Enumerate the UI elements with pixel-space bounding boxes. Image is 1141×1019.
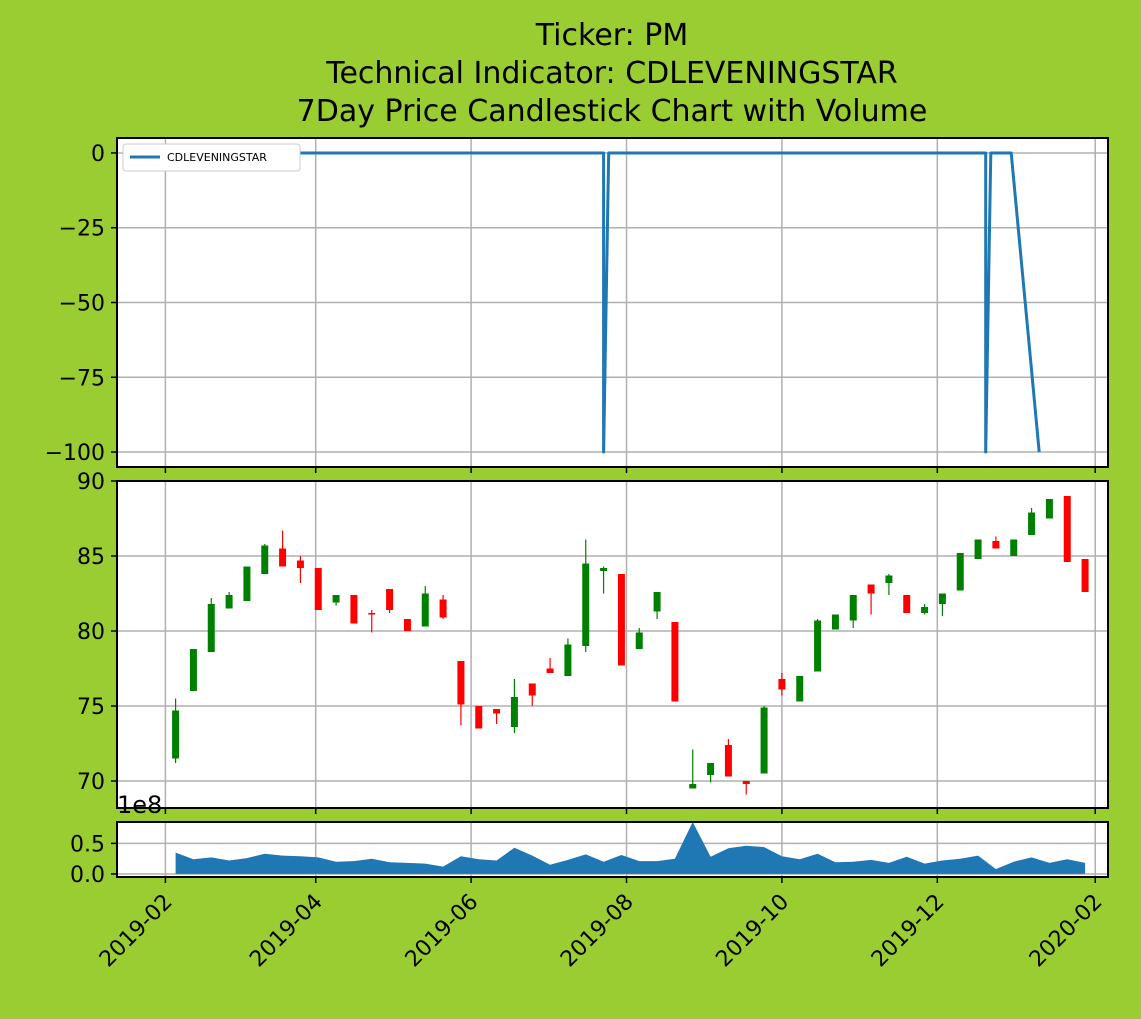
price-y-ticks: 70 75 80 85 90 — [77, 470, 117, 795]
indicator-panel: 0 −25 −50 −75 −100 CDLEVENINGSTAR — [45, 138, 1108, 467]
candle-body — [261, 546, 268, 575]
candle-body — [903, 595, 910, 613]
chart-title-line-1: Ticker: PM — [535, 18, 688, 53]
candle-body — [618, 574, 625, 666]
candle-body — [386, 589, 393, 610]
y-tick-label: 90 — [77, 470, 105, 495]
candle-body — [707, 763, 714, 775]
legend-label: CDLEVENINGSTAR — [167, 151, 267, 164]
y-tick-label: −25 — [59, 217, 105, 242]
indicator-y-ticks: 0 −25 −50 −75 −100 — [45, 142, 117, 466]
candle-body — [350, 595, 357, 624]
candle-body — [921, 607, 928, 613]
candle-body — [333, 595, 340, 603]
candle-body — [796, 676, 803, 702]
candle-body — [868, 585, 875, 594]
volume-offset-label: 1e8 — [117, 791, 162, 819]
x-tick-label: 2019-04 — [245, 890, 328, 973]
candle-body — [172, 711, 179, 759]
candle-body — [547, 669, 554, 674]
candle-body — [208, 604, 215, 652]
chart-title-line-3: 7Day Price Candlestick Chart with Volume — [297, 94, 928, 129]
volume-y-ticks: 0.00.5 — [70, 832, 117, 888]
y-tick-label: 0 — [91, 142, 105, 167]
candle-body — [243, 567, 250, 602]
candle-body — [440, 600, 447, 618]
y-tick-label: 0.5 — [70, 832, 105, 857]
candle-body — [1046, 499, 1053, 519]
candle-body — [564, 645, 571, 677]
x-tick-label: 2019-02 — [95, 890, 178, 973]
y-tick-label: 80 — [77, 620, 105, 645]
candle-body — [1010, 540, 1017, 557]
candle-body — [190, 649, 197, 691]
candle-body — [475, 706, 482, 729]
price-panel: 70 75 80 85 90 — [77, 470, 1108, 808]
candle-body — [226, 595, 233, 609]
y-tick-label: 75 — [77, 695, 105, 720]
candle-body — [1082, 559, 1089, 592]
candle-body — [671, 622, 678, 702]
y-tick-label: 0.0 — [70, 863, 105, 888]
candle-body — [297, 561, 304, 569]
y-tick-label: 85 — [77, 545, 105, 570]
candle-body — [315, 568, 322, 610]
candle-body — [850, 595, 857, 621]
candle-body — [654, 592, 661, 612]
chart-title-line-2: Technical Indicator: CDLEVENINGSTAR — [325, 56, 898, 91]
candle-body — [529, 684, 536, 696]
y-tick-label: −75 — [59, 366, 105, 391]
candle-body — [582, 564, 589, 647]
candle-body — [1064, 496, 1071, 562]
candle-body — [761, 708, 768, 774]
candle-body — [725, 745, 732, 777]
indicator-legend: CDLEVENINGSTAR — [123, 144, 300, 171]
candle-body — [832, 615, 839, 630]
y-tick-label: 70 — [77, 770, 105, 795]
candle-body — [1028, 513, 1035, 536]
candle-body — [992, 541, 999, 549]
candle-body — [511, 697, 518, 727]
candle-body — [404, 619, 411, 631]
candle-body — [885, 576, 892, 584]
candle-body — [422, 594, 429, 627]
y-tick-label: −50 — [59, 292, 105, 317]
candle-body — [778, 679, 785, 690]
candle-body — [368, 613, 375, 615]
candle-body — [975, 540, 982, 560]
x-tick-label: 2019-10 — [711, 890, 794, 973]
candle-body — [493, 709, 500, 714]
candle-body — [743, 781, 750, 784]
candle-body — [939, 594, 946, 605]
candle-body — [689, 784, 696, 789]
y-tick-label: −100 — [45, 441, 105, 466]
x-tick-label: 2019-08 — [556, 890, 639, 973]
x-tick-label: 2019-06 — [401, 890, 484, 973]
candle-body — [814, 621, 821, 672]
price-plot-area — [117, 481, 1108, 808]
candle-body — [957, 553, 964, 591]
candle-body — [457, 661, 464, 705]
candle-body — [636, 633, 643, 650]
candle-body — [279, 549, 286, 567]
candle-body — [600, 568, 607, 571]
x-tick-label: 2019-12 — [867, 890, 950, 973]
x-tick-label: 2020-02 — [1025, 890, 1108, 973]
